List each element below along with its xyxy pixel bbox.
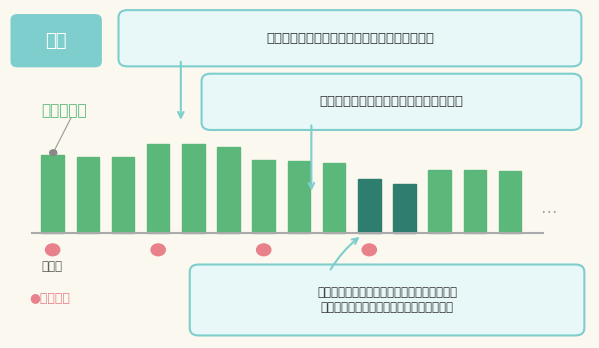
FancyBboxPatch shape bbox=[11, 14, 102, 68]
Text: 地価の変動ととも評価額が変わり税額も変わる: 地価の変動ととも評価額が変わり税額も変わる bbox=[266, 32, 434, 45]
Text: ●基準年度: ●基準年度 bbox=[29, 292, 70, 305]
Bar bbox=[358, 179, 380, 233]
Bar bbox=[217, 147, 240, 233]
Text: 地価の下落により、据置きが適さない場合は
基準年度に関わらず評価額が修正される。: 地価の下落により、据置きが適さない場合は 基準年度に関わらず評価額が修正される。 bbox=[317, 286, 457, 314]
Text: １年目: １年目 bbox=[41, 260, 62, 274]
Bar bbox=[464, 170, 486, 233]
Bar bbox=[252, 159, 275, 233]
Bar bbox=[182, 144, 205, 233]
Bar bbox=[499, 171, 521, 233]
Bar bbox=[288, 160, 310, 233]
Text: ３年ごと（基準年度）に評価額を見直し: ３年ごと（基準年度）に評価額を見直し bbox=[319, 95, 464, 108]
Bar bbox=[41, 155, 64, 233]
Circle shape bbox=[50, 150, 57, 156]
Bar bbox=[428, 170, 451, 233]
Circle shape bbox=[362, 244, 376, 256]
Bar bbox=[393, 184, 416, 233]
Text: …: … bbox=[540, 199, 557, 217]
Bar bbox=[147, 144, 170, 233]
Bar bbox=[112, 157, 134, 233]
Bar bbox=[323, 163, 346, 233]
Bar bbox=[77, 157, 99, 233]
Circle shape bbox=[46, 244, 60, 256]
Text: 土地: 土地 bbox=[46, 32, 67, 50]
Text: 固定資産税: 固定資産税 bbox=[41, 103, 87, 118]
FancyBboxPatch shape bbox=[190, 264, 585, 335]
Circle shape bbox=[151, 244, 165, 256]
FancyBboxPatch shape bbox=[119, 10, 582, 66]
Circle shape bbox=[256, 244, 271, 256]
FancyBboxPatch shape bbox=[202, 74, 582, 130]
